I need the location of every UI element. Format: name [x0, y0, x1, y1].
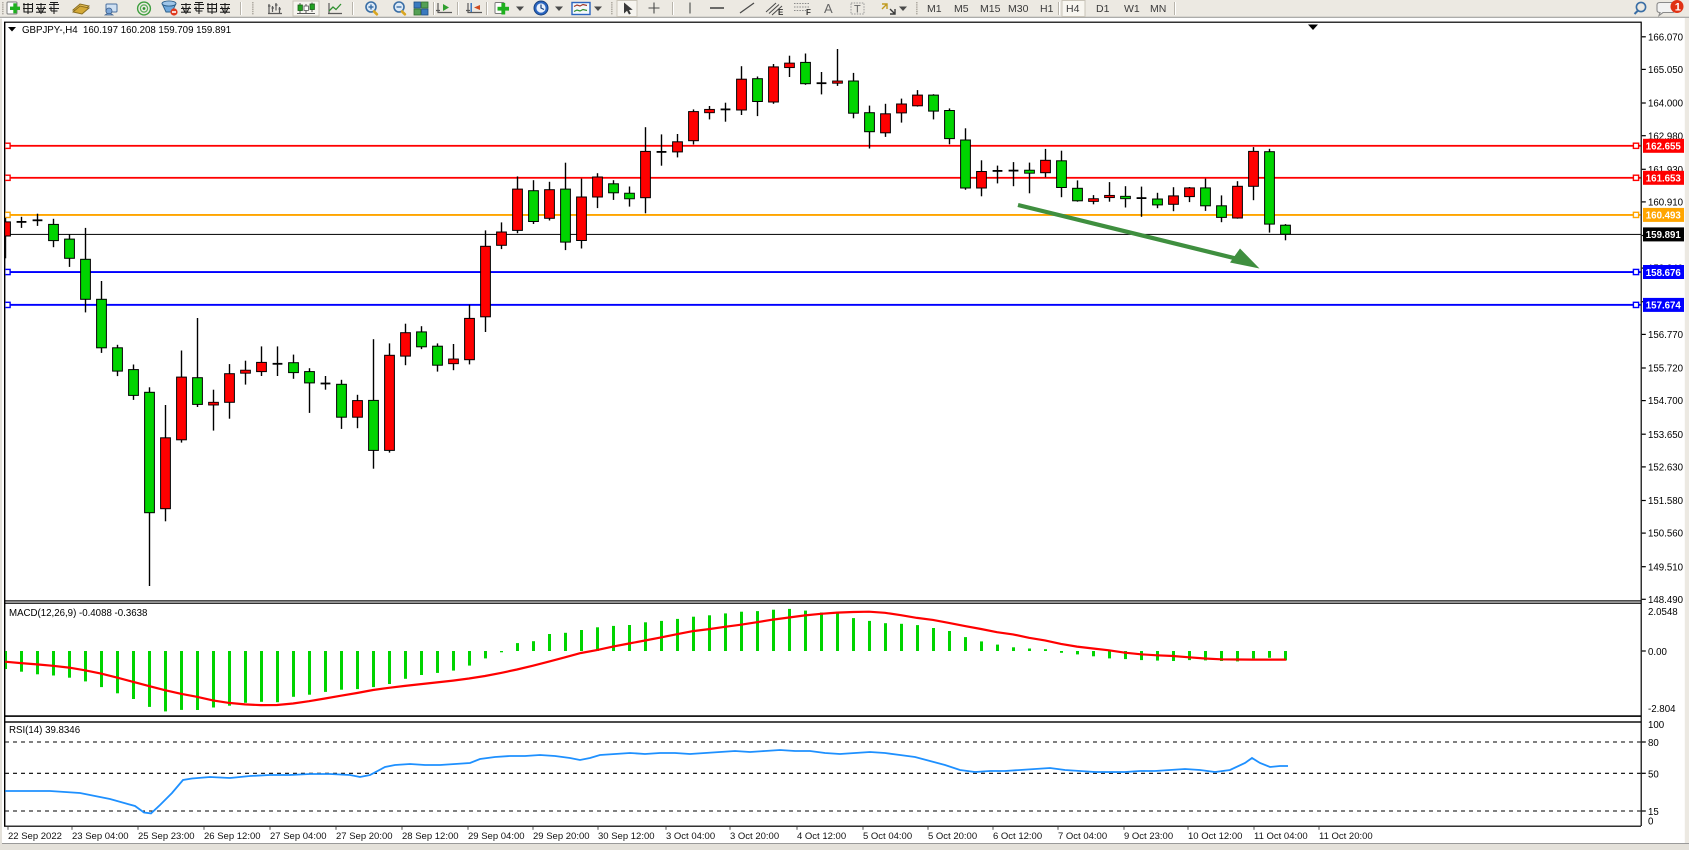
svg-text:5 Oct 20:00: 5 Oct 20:00 — [928, 831, 977, 842]
svg-text:153.650: 153.650 — [1648, 430, 1684, 441]
svg-text:D1: D1 — [1096, 3, 1110, 15]
svg-text:RSI(14) 39.8346: RSI(14) 39.8346 — [9, 725, 80, 736]
svg-text:M15: M15 — [980, 3, 1001, 15]
svg-text:23 Sep 04:00: 23 Sep 04:00 — [72, 831, 129, 842]
svg-text:155.720: 155.720 — [1648, 364, 1684, 375]
svg-text:29 Sep 04:00: 29 Sep 04:00 — [468, 831, 525, 842]
svg-text:7 Oct 04:00: 7 Oct 04:00 — [1058, 831, 1107, 842]
svg-text:27 Sep 20:00: 27 Sep 20:00 — [336, 831, 393, 842]
svg-text:165.050: 165.050 — [1648, 65, 1684, 76]
svg-text:MACD(12,26,9) -0.4088 -0.3638: MACD(12,26,9) -0.4088 -0.3638 — [9, 608, 147, 619]
svg-text:152.630: 152.630 — [1648, 463, 1684, 474]
svg-text:M5: M5 — [954, 3, 969, 15]
svg-text:3 Oct 20:00: 3 Oct 20:00 — [730, 831, 779, 842]
svg-text:154.700: 154.700 — [1648, 396, 1684, 407]
svg-text:-2.804: -2.804 — [1648, 704, 1676, 715]
svg-text:5 Oct 04:00: 5 Oct 04:00 — [863, 831, 912, 842]
svg-text:M30: M30 — [1008, 3, 1029, 15]
svg-text:159.891: 159.891 — [1646, 230, 1682, 241]
svg-text:F: F — [806, 8, 811, 17]
svg-text:11 Oct 04:00: 11 Oct 04:00 — [1254, 831, 1308, 842]
svg-text:158.676: 158.676 — [1646, 268, 1682, 279]
svg-text:162.655: 162.655 — [1646, 142, 1682, 153]
svg-text:148.490: 148.490 — [1648, 595, 1684, 606]
svg-text:22 Sep 2022: 22 Sep 2022 — [8, 831, 62, 842]
svg-text:E: E — [778, 8, 784, 17]
svg-text:161.930: 161.930 — [1648, 165, 1684, 176]
svg-text:28 Sep 12:00: 28 Sep 12:00 — [402, 831, 459, 842]
svg-text:T: T — [854, 4, 861, 16]
svg-text:25 Sep 23:00: 25 Sep 23:00 — [138, 831, 195, 842]
svg-text:H4: H4 — [1066, 3, 1080, 15]
svg-text:1: 1 — [1675, 2, 1681, 14]
svg-text:0.00: 0.00 — [1648, 647, 1667, 658]
svg-text:149.510: 149.510 — [1648, 562, 1684, 573]
svg-text:H1: H1 — [1040, 3, 1054, 15]
svg-text:W1: W1 — [1124, 3, 1140, 15]
svg-text:160.493: 160.493 — [1646, 211, 1682, 222]
svg-text:157.674: 157.674 — [1646, 301, 1682, 312]
svg-text:11 Oct 20:00: 11 Oct 20:00 — [1319, 831, 1373, 842]
svg-text:100: 100 — [1648, 720, 1665, 731]
svg-text:GBPJPY-,H4 160.197 160.208 15: GBPJPY-,H4 160.197 160.208 159.709 159.8… — [22, 25, 231, 36]
svg-text:26 Sep 12:00: 26 Sep 12:00 — [204, 831, 261, 842]
svg-text:M1: M1 — [927, 3, 942, 15]
svg-text:3 Oct 04:00: 3 Oct 04:00 — [666, 831, 715, 842]
svg-text:15: 15 — [1648, 807, 1659, 818]
svg-text:30 Sep 12:00: 30 Sep 12:00 — [598, 831, 655, 842]
svg-text:9 Oct 23:00: 9 Oct 23:00 — [1124, 831, 1173, 842]
svg-text:151.580: 151.580 — [1648, 496, 1684, 507]
svg-text:27 Sep 04:00: 27 Sep 04:00 — [270, 831, 327, 842]
svg-text:MN: MN — [1150, 3, 1166, 15]
svg-text:6 Oct 12:00: 6 Oct 12:00 — [993, 831, 1042, 842]
svg-text:10 Oct 12:00: 10 Oct 12:00 — [1188, 831, 1242, 842]
svg-text:4 Oct 12:00: 4 Oct 12:00 — [797, 831, 846, 842]
svg-text:160.910: 160.910 — [1648, 198, 1684, 209]
svg-text:162.980: 162.980 — [1648, 131, 1684, 142]
svg-text:156.770: 156.770 — [1648, 330, 1684, 341]
svg-text:166.070: 166.070 — [1648, 32, 1684, 43]
svg-text:80: 80 — [1648, 738, 1659, 749]
svg-text:164.000: 164.000 — [1648, 99, 1684, 110]
svg-text:0: 0 — [1648, 817, 1654, 828]
svg-text:2.0548: 2.0548 — [1648, 607, 1678, 618]
svg-text:150.560: 150.560 — [1648, 529, 1684, 540]
svg-text:161.653: 161.653 — [1646, 174, 1682, 185]
svg-text:A: A — [824, 1, 833, 16]
svg-text:50: 50 — [1648, 769, 1659, 780]
svg-text:29 Sep 20:00: 29 Sep 20:00 — [533, 831, 590, 842]
